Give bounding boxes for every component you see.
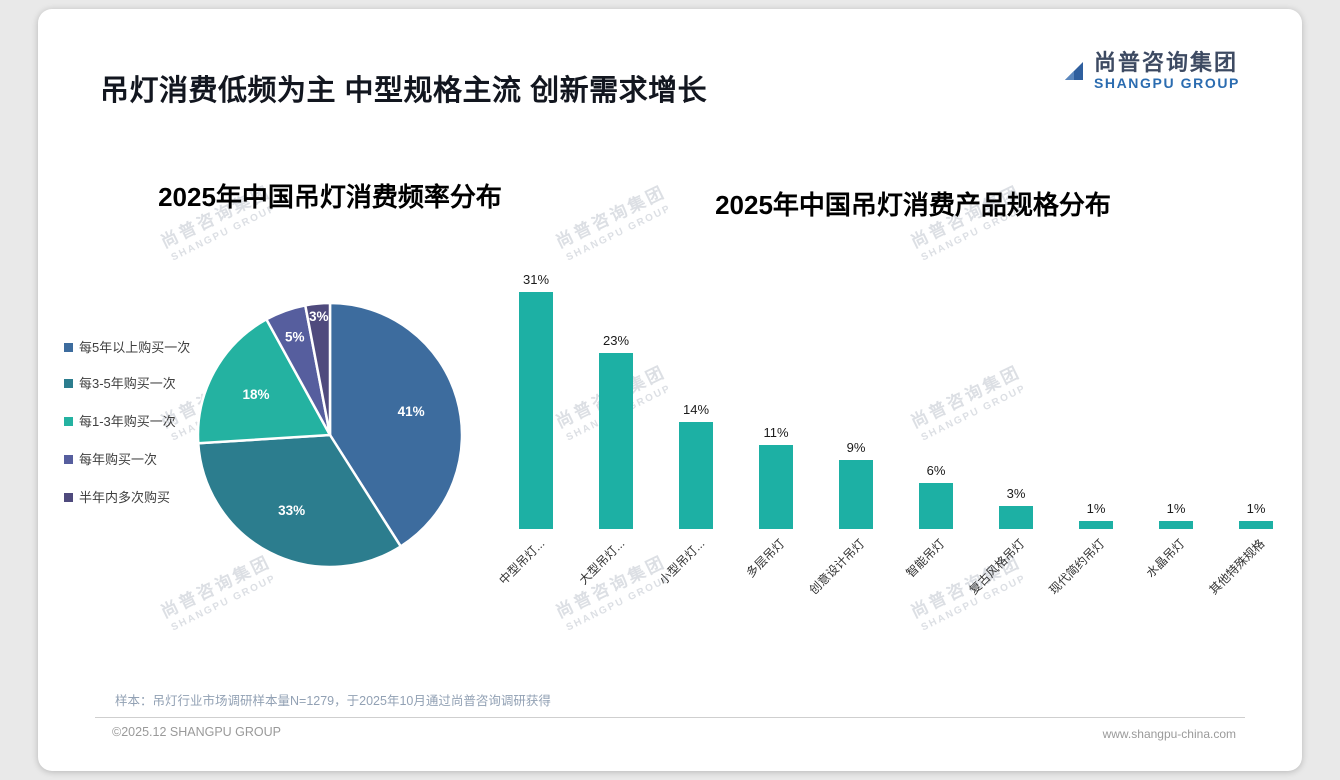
bar — [999, 506, 1033, 529]
legend-item: 每1-3年购买一次 — [64, 413, 191, 430]
legend-item: 每3-5年购买一次 — [64, 375, 191, 392]
pie-slice-label: 5% — [285, 329, 305, 344]
bar-category-label: 水晶吊灯 — [1143, 536, 1188, 581]
legend-item: 半年内多次购买 — [64, 489, 191, 506]
legend-label: 半年内多次购买 — [79, 490, 171, 505]
bar — [919, 483, 953, 529]
bar-value-label: 31% — [522, 272, 550, 287]
footer-copyright: ©2025.12 SHANGPU GROUP — [112, 725, 281, 739]
bar-category-label: 大型吊灯... — [576, 536, 628, 588]
bar-category-label: 现代简约吊灯 — [1046, 536, 1108, 598]
bar-category-label: 小型吊灯... — [656, 536, 708, 588]
bar-value-label: 3% — [1006, 486, 1026, 501]
legend-swatch — [64, 343, 73, 352]
pie-slice — [196, 318, 332, 445]
bar — [599, 353, 633, 529]
bar-category-label: 复古风格吊灯 — [966, 536, 1028, 598]
legend-swatch — [64, 455, 73, 464]
bar-chart-title: 2025年中国吊灯消费产品规格分布 — [715, 190, 1111, 220]
legend-swatch — [64, 379, 73, 388]
legend-label: 每5年以上购买一次 — [79, 340, 191, 355]
pie-slice-label: 41% — [398, 404, 425, 419]
bar-category-label: 其他特殊规格 — [1206, 536, 1268, 598]
pie-slice-label: 33% — [278, 503, 305, 518]
logo-text: 尚普咨询集团 SHANGPU GROUP — [1093, 50, 1240, 92]
bar-value-label: 23% — [602, 333, 630, 348]
bar-value-label: 6% — [926, 463, 946, 478]
bar-value-label: 1% — [1246, 501, 1266, 516]
legend-label: 每1-3年购买一次 — [79, 414, 176, 429]
bar-value-label: 14% — [682, 402, 710, 417]
bar-category-label: 智能吊灯 — [903, 536, 948, 581]
report-card: 尚普咨询集团 SHANGPU GROUP 尚普咨询集团 SHANGPU GROUP 尚普… — [38, 9, 1302, 771]
logo-cn: 尚普咨询集团 — [1093, 50, 1238, 75]
bar — [1239, 521, 1273, 529]
pie-slice-label: 18% — [242, 387, 269, 402]
logo-en: SHANGPU GROUP — [1093, 75, 1240, 92]
pie-slice — [197, 433, 402, 569]
logo-mark-icon — [1064, 62, 1083, 81]
sample-footnote: 样本：吊灯行业市场调研样本量N=1279，于2025年10月通过尚普咨询调研获得 — [115, 694, 551, 708]
pie-legend: 每5年以上购买一次 每3-5年购买一次 每1-3年购买一次 每年购买一次 半年内多次购买 — [64, 339, 204, 529]
bar-category-label: 中型吊灯... — [496, 536, 548, 588]
company-logo: 尚普咨询集团 SHANGPU GROUP — [1063, 50, 1240, 92]
bar — [1159, 521, 1193, 529]
legend-label: 每年购买一次 — [79, 452, 158, 467]
bar-value-label: 1% — [1086, 501, 1106, 516]
content-layer: 吊灯消费低频为主 中型规格主流 创新需求增长 尚普咨询集团 SHANGPU GR… — [38, 9, 1302, 771]
bar-value-label: 1% — [1166, 501, 1186, 516]
bar-value-label: 11% — [763, 425, 789, 440]
page-title: 吊灯消费低频为主 中型规格主流 创新需求增长 — [100, 75, 708, 107]
bar — [1079, 521, 1113, 529]
bar-category-label: 多层吊灯 — [743, 536, 788, 581]
legend-swatch — [64, 417, 73, 426]
bar — [519, 292, 553, 529]
bar-category-label: 创意设计吊灯 — [806, 536, 868, 598]
legend-item: 每年购买一次 — [64, 451, 191, 468]
bar — [679, 422, 713, 529]
pie-chart-title: 2025年中国吊灯消费频率分布 — [158, 182, 502, 212]
bar-value-label: 9% — [846, 440, 866, 455]
pie-slice-label: 3% — [309, 309, 329, 324]
legend-swatch — [64, 493, 73, 502]
bar — [759, 445, 793, 529]
legend-label: 每3-5年购买一次 — [79, 376, 176, 391]
legend-item: 每5年以上购买一次 — [64, 339, 191, 356]
bar — [839, 460, 873, 529]
bar-plot: 31% 中型吊灯... 23% 大型吊灯... 14% 小型吊灯... 11% 多层吊灯 9% 创… — [496, 272, 1297, 597]
footer-divider — [95, 717, 1245, 718]
pie-slice — [304, 301, 332, 437]
pie-chart: 41% 33% 18% 5% 3% — [196, 301, 464, 569]
footer-website: www.shangpu-china.com — [1102, 727, 1236, 741]
